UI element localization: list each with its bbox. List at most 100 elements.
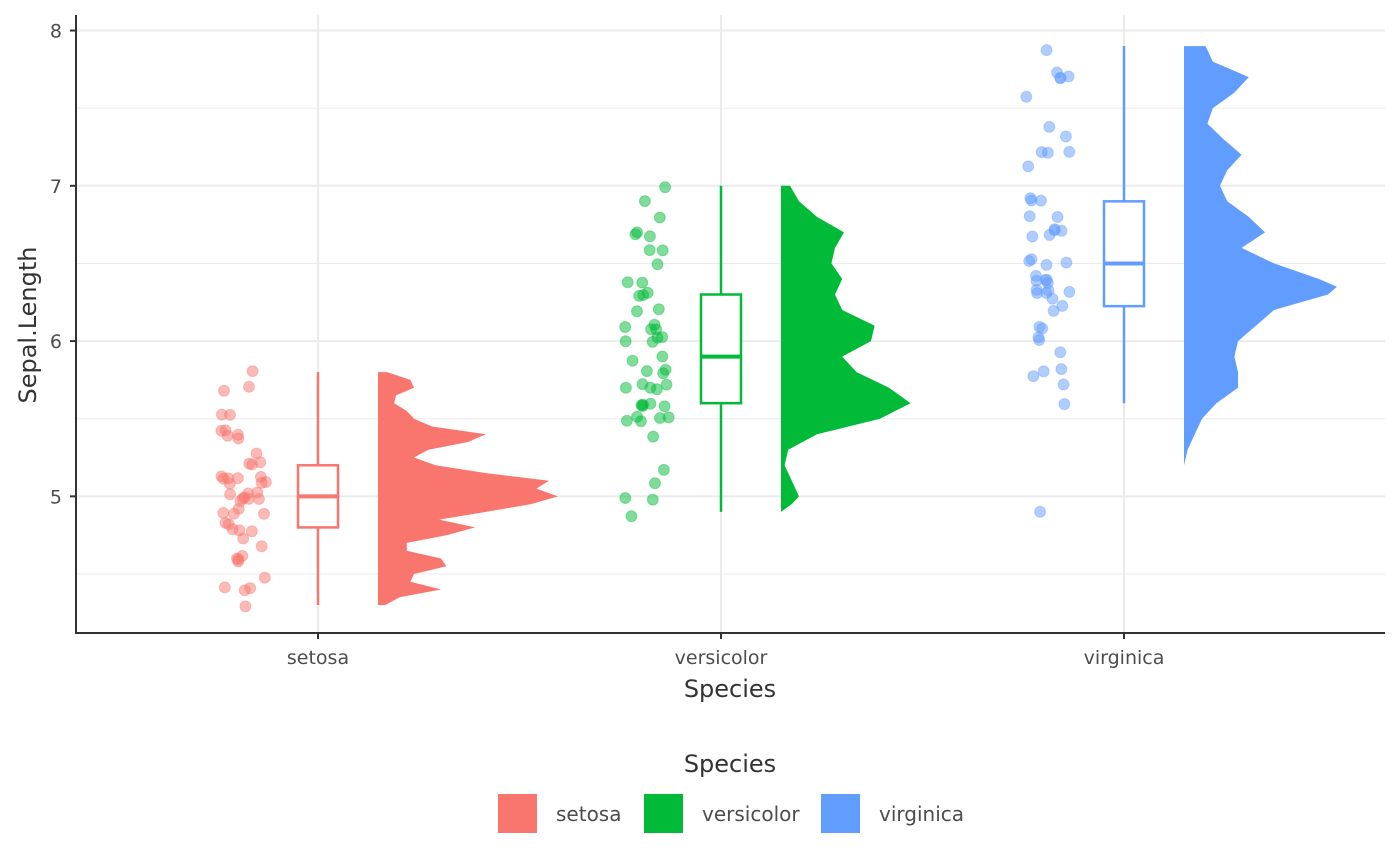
x-tick-label-setosa: setosa (287, 647, 349, 669)
rain-point-versicolor (619, 335, 632, 348)
box-virginica (1102, 46, 1146, 404)
x-axis-title: Species (684, 675, 776, 703)
box-plots (296, 46, 1146, 606)
rain-point-versicolor (644, 381, 657, 394)
rain-point-versicolor (635, 399, 648, 411)
rain-point-versicolor (631, 226, 644, 239)
legend-item-setosa: setosa (498, 794, 621, 833)
rain-point-versicolor (626, 354, 639, 367)
rain-point-setosa (217, 506, 230, 519)
rain-point-virginica (1040, 286, 1053, 299)
rain-point-setosa (215, 470, 228, 483)
rain-point-setosa (244, 582, 257, 595)
rain-point-versicolor (643, 230, 656, 243)
rain-point-versicolor (656, 331, 669, 344)
rain-point-versicolor (646, 335, 659, 348)
y-tick-labels: 5 6 7 8 (50, 21, 76, 508)
rain-point-versicolor (651, 258, 664, 271)
rain-point-setosa (218, 581, 231, 594)
rain-point-setosa (224, 488, 237, 501)
rain-point-versicolor (637, 289, 650, 301)
rain-point-setosa (242, 487, 255, 500)
rain-point-versicolor (657, 463, 670, 476)
rain-point-setosa (252, 493, 265, 505)
rain-point-virginica (1054, 71, 1067, 84)
x-tick-labels: setosa versicolor virginica (287, 633, 1164, 669)
rain-point-virginica (1047, 304, 1060, 317)
rain-point-virginica (1063, 145, 1076, 158)
rain-point-virginica (1023, 210, 1036, 223)
rain-point-setosa (258, 571, 271, 584)
axes (75, 15, 1385, 634)
rain-point-versicolor (656, 350, 669, 363)
y-tick-label: 8 (50, 21, 62, 43)
rain-point-virginica (1060, 256, 1073, 269)
legend-item-versicolor: versicolor (644, 794, 800, 833)
rain-point-versicolor (649, 477, 661, 490)
rain-point-versicolor (653, 211, 666, 224)
rain-point-versicolor (636, 276, 649, 289)
legend-label-versicolor: versicolor (702, 802, 800, 826)
x-tick-label-versicolor: versicolor (675, 647, 768, 669)
rain-point-virginica (1030, 269, 1042, 282)
y-axis-title: Sepal.Length (14, 246, 42, 403)
rain-point-versicolor (631, 305, 643, 318)
rain-point-setosa (255, 476, 268, 489)
legend-swatch-versicolor (644, 794, 683, 833)
legend-label-virginica: virginica (879, 802, 964, 826)
rain-point-versicolor (625, 510, 638, 523)
x-tick-label-virginica: virginica (1084, 647, 1165, 669)
rain-point-setosa (234, 495, 247, 507)
rain-point-versicolor (647, 430, 660, 443)
rain-point-virginica (1054, 346, 1067, 359)
rain-point-setosa (215, 408, 228, 421)
rain-point-virginica (1026, 230, 1039, 243)
rain-point-virginica (1040, 44, 1053, 57)
rain-point-virginica (1041, 277, 1054, 289)
rain-point-versicolor (643, 244, 656, 257)
rain-point-versicolor (662, 411, 675, 424)
rain-point-setosa (226, 523, 239, 536)
rain-point-setosa (246, 365, 259, 378)
rain-point-virginica (1022, 160, 1035, 173)
rain-point-versicolor (619, 492, 632, 504)
rain-point-versicolor (659, 363, 672, 376)
rain-point-virginica (1035, 146, 1048, 159)
rain-point-virginica (1056, 299, 1069, 312)
rain-point-setosa (221, 429, 234, 442)
legend-label-setosa: setosa (556, 802, 621, 826)
rain-point-virginica (1032, 331, 1045, 344)
legend-item-virginica: virginica (821, 794, 964, 833)
jitter-points (215, 44, 1076, 613)
legend-items: setosa versicolor virginica (498, 794, 964, 833)
rain-point-virginica (1058, 398, 1071, 411)
rain-point-setosa (255, 540, 268, 553)
legend: Species setosa versicolor virginica (498, 750, 964, 833)
rain-point-setosa (237, 532, 250, 545)
rain-point-virginica (1040, 258, 1053, 271)
rain-point-virginica (1055, 224, 1068, 237)
rain-point-versicolor (656, 244, 669, 257)
rain-point-virginica (1063, 285, 1076, 298)
rain-point-virginica (1057, 378, 1070, 391)
rain-point-setosa (245, 525, 258, 538)
rain-point-versicolor (631, 410, 644, 423)
rain-point-versicolor (621, 276, 634, 289)
density-cloud-virginica (1184, 46, 1337, 512)
rain-point-virginica (1037, 365, 1050, 378)
box-versicolor (699, 185, 743, 512)
legend-swatch-setosa (498, 794, 537, 833)
rain-point-versicolor (652, 303, 665, 316)
rain-point-versicolor (640, 365, 653, 378)
rain-point-virginica (1055, 363, 1068, 376)
rain-point-virginica (1034, 505, 1047, 518)
rain-point-virginica (1043, 120, 1056, 133)
rain-point-setosa (218, 384, 230, 397)
legend-title: Species (684, 750, 776, 778)
y-tick-label: 5 (50, 486, 62, 508)
rain-point-setosa (243, 380, 255, 393)
rain-point-versicolor (658, 400, 671, 413)
box-iqr (1102, 200, 1146, 308)
rain-point-versicolor (660, 378, 673, 391)
y-tick-label: 7 (50, 176, 62, 198)
